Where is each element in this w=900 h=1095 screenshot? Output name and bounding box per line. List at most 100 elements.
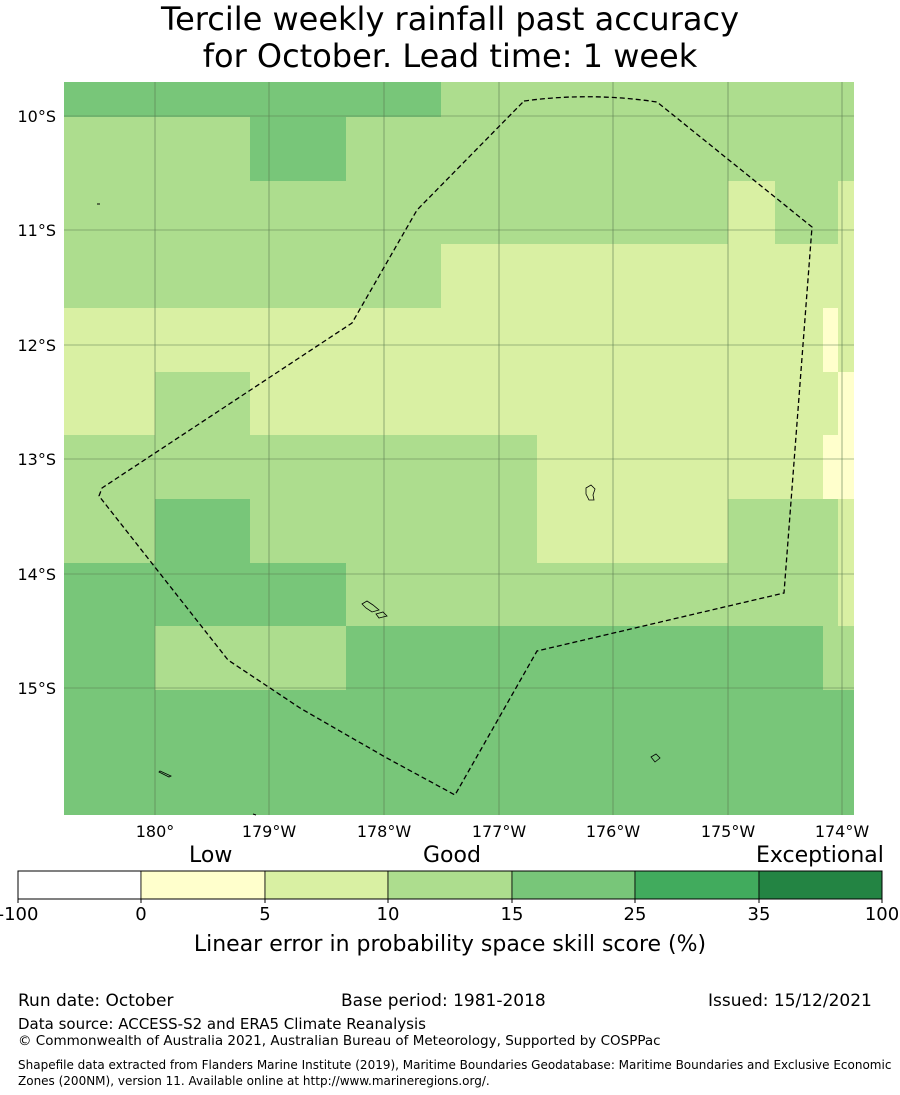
grid-cell	[728, 499, 775, 563]
longitude-label: 180°	[136, 822, 175, 841]
grid-cell	[155, 181, 250, 244]
grid-cell	[155, 626, 250, 690]
grid-cell	[838, 82, 854, 117]
graticule	[64, 82, 854, 815]
grid-cell	[64, 82, 155, 117]
grid-cell	[537, 435, 632, 499]
grid-cell	[823, 244, 838, 308]
grid-cell	[632, 244, 728, 308]
grid-cell	[346, 82, 441, 117]
colorbar-segment	[511, 870, 636, 900]
grid-cell	[775, 690, 823, 815]
grid-cell	[838, 435, 854, 499]
grid-cell	[250, 117, 346, 181]
grid-cell	[441, 499, 537, 563]
grid-cell	[775, 82, 823, 117]
grid-cell	[250, 372, 346, 435]
grid-cell	[728, 244, 775, 308]
grid-cell	[155, 82, 250, 117]
grid-cell	[838, 626, 854, 690]
grid-cell	[441, 181, 537, 244]
grid-cell	[728, 690, 775, 815]
grid-cell	[838, 244, 854, 308]
grid-cell	[838, 372, 854, 435]
grid-cell	[155, 690, 250, 815]
grid-cell	[632, 626, 728, 690]
grid-cell	[775, 435, 823, 499]
grid-cell	[64, 499, 155, 563]
grid-cell	[537, 626, 632, 690]
colorbar-segment	[140, 870, 266, 900]
colorbar-tick-label: 5	[259, 904, 270, 925]
grid-cell	[632, 499, 728, 563]
latitude-label: 11°S	[17, 221, 56, 240]
grid-cell	[441, 117, 537, 181]
grid-cell	[728, 82, 775, 117]
grid-cell	[537, 372, 632, 435]
latitude-ticks: 10°S 11°S 12°S 13°S 14°S 15°S	[17, 107, 56, 698]
grid-cell	[537, 308, 632, 372]
island-outline	[158, 770, 172, 778]
colorbar: -100 0 5 10 15 25 35 100	[0, 870, 899, 925]
grid-cell	[632, 117, 728, 181]
grid-cell	[64, 372, 155, 435]
shapefile-credit: Shapefile data extracted from Flanders M…	[18, 1058, 892, 1088]
grid-cell	[823, 626, 838, 690]
grid-cell	[775, 499, 823, 563]
grid-cell	[64, 563, 155, 626]
colorbar-tick-label: -100	[0, 904, 38, 925]
grid-cell	[823, 117, 838, 181]
issued-date: Issued: 15/12/2021	[708, 991, 872, 1011]
grid-cell	[537, 82, 632, 117]
grid-cell	[775, 372, 823, 435]
latitude-label: 12°S	[17, 336, 56, 355]
grid-cell	[632, 372, 728, 435]
grid-cell	[823, 82, 838, 117]
grid-cell	[775, 626, 823, 690]
grid-cell	[346, 499, 441, 563]
grid-cell	[441, 308, 537, 372]
grid-cell	[838, 690, 854, 815]
data-source: Data source: ACCESS-S2 and ERA5 Climate …	[18, 1015, 426, 1033]
grid-cell	[632, 181, 728, 244]
grid-cell	[838, 181, 854, 244]
grid-cell	[537, 244, 632, 308]
colorbar-category-low: Low	[189, 843, 233, 868]
longitude-label: 178°W	[357, 822, 412, 841]
grid-cell	[441, 690, 537, 815]
grid-cell	[632, 690, 728, 815]
grid-cell	[346, 563, 441, 626]
colorbar-tick-label: 10	[377, 904, 400, 925]
latitude-label: 10°S	[17, 107, 56, 126]
grid-cell	[250, 626, 346, 690]
grid-cell	[64, 435, 155, 499]
grid-cell	[250, 82, 346, 117]
grid-cell	[441, 626, 537, 690]
map-title-line2: for October. Lead time: 1 week	[202, 37, 698, 75]
colorbar-segment	[17, 870, 142, 900]
colorbar-segment	[634, 870, 760, 900]
island-outline	[361, 600, 380, 613]
grid-cell	[64, 626, 155, 690]
longitude-label: 176°W	[586, 822, 641, 841]
colorbar-tick-label: 15	[501, 904, 524, 925]
base-period: Base period: 1981-2018	[341, 991, 546, 1011]
grid-cell	[155, 563, 250, 626]
grid-cell	[441, 82, 537, 117]
island-outline	[585, 484, 596, 501]
longitude-label: 175°W	[701, 822, 756, 841]
longitude-label: 177°W	[472, 822, 527, 841]
island-outline	[252, 813, 257, 816]
grid-cell	[155, 435, 250, 499]
grid-cell	[441, 435, 537, 499]
grid-cell	[537, 690, 632, 815]
grid-cell	[632, 82, 728, 117]
grid-cell	[823, 563, 838, 626]
grid-cell	[346, 244, 441, 308]
colorbar-segment	[264, 870, 389, 900]
grid-cell	[346, 117, 441, 181]
grid-cell	[537, 181, 632, 244]
grid-cell	[64, 308, 155, 372]
grid-cell	[346, 626, 441, 690]
